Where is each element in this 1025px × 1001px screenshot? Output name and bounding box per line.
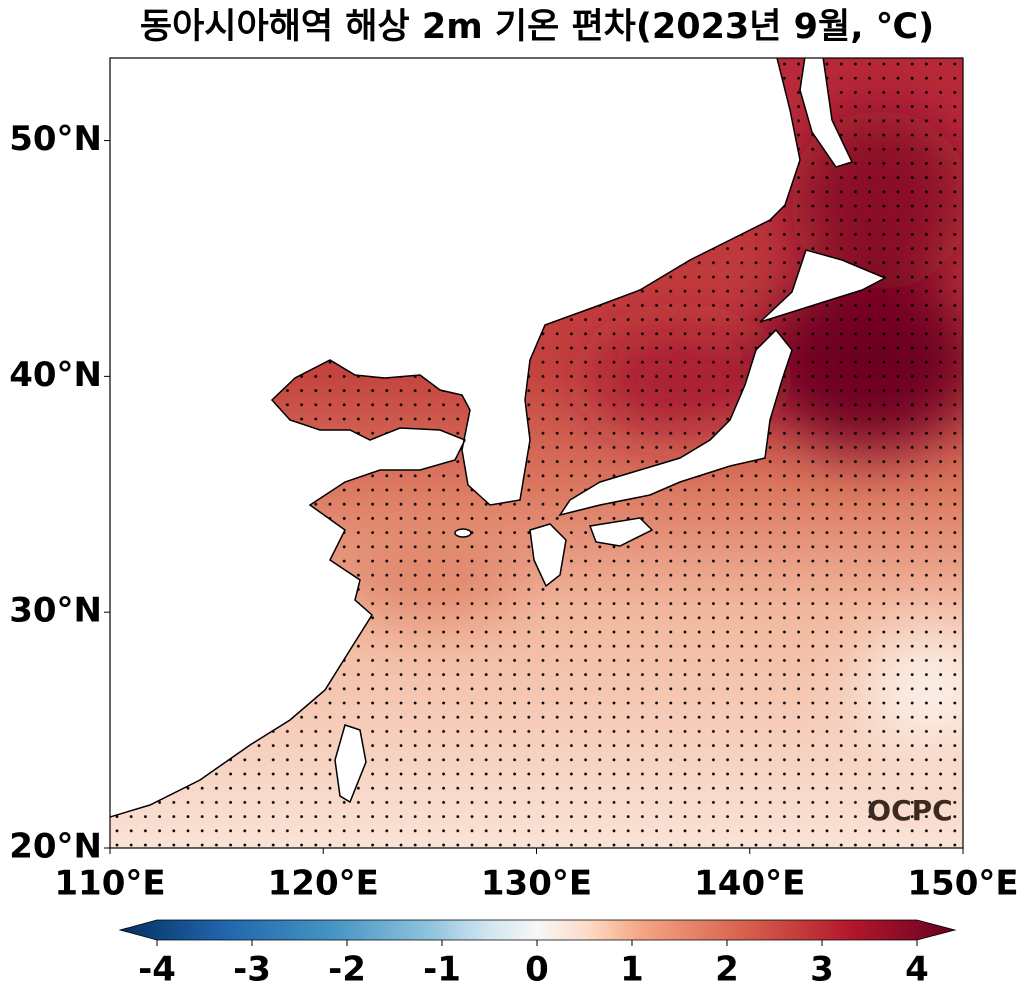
y-tick-label: 20°N <box>9 827 102 867</box>
colorbar-tick-label: 0 <box>525 950 549 990</box>
x-tick-label: 140°E <box>694 864 805 904</box>
taiwan <box>334 724 367 804</box>
x-tick-label: 110°E <box>54 864 165 904</box>
x-tick-label: 120°E <box>268 864 379 904</box>
jeju <box>454 528 472 538</box>
colorbar-tick-label: -3 <box>233 950 271 990</box>
kyushu <box>529 523 567 588</box>
colorbar-tick-label: -2 <box>328 950 366 990</box>
sakhalin <box>799 58 854 168</box>
colorbar-tick-label: 1 <box>620 950 644 990</box>
colorbar-tick-label: 4 <box>905 950 929 990</box>
logo: OCPC <box>867 794 952 827</box>
chart-title: 동아시아해역 해상 2m 기온 편차(2023년 9월, ℃) <box>140 7 934 47</box>
shikoku <box>588 517 654 547</box>
colorbar <box>118 919 957 941</box>
map-area <box>110 58 963 848</box>
colorbar-tick-label: -4 <box>138 950 176 990</box>
continent <box>110 58 801 818</box>
colorbar-body <box>118 919 957 941</box>
y-tick-label: 30°N <box>9 591 102 631</box>
x-tick-label: 150°E <box>907 864 1018 904</box>
colorbar-tick-label: 2 <box>715 950 739 990</box>
y-tick-label: 50°N <box>9 119 102 159</box>
hokkaido <box>759 249 887 323</box>
x-tick-label: 130°E <box>481 864 592 904</box>
honshu <box>558 328 793 517</box>
y-tick-label: 40°N <box>9 355 102 395</box>
colorbar-tick-label: 3 <box>810 950 834 990</box>
colorbar-tick-label: -1 <box>423 950 461 990</box>
land <box>110 58 887 818</box>
